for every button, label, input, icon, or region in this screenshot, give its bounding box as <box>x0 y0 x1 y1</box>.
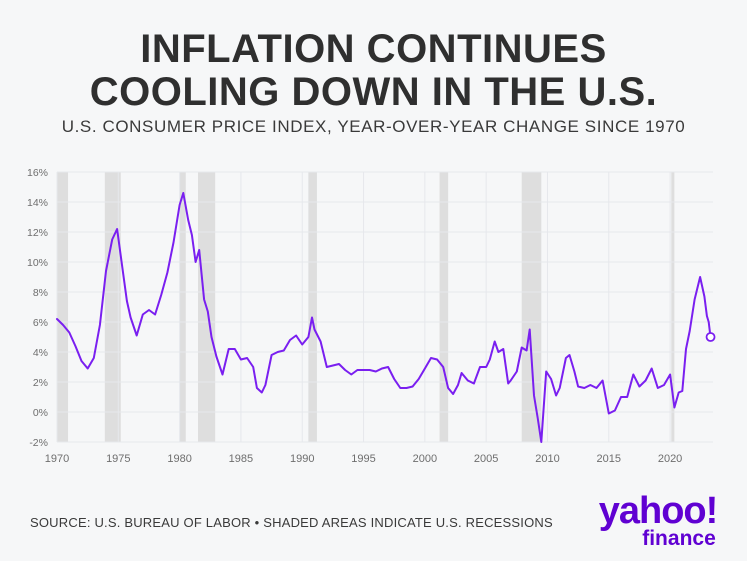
y-tick-label: -2% <box>29 437 48 449</box>
y-tick-label: 6% <box>33 317 48 329</box>
x-tick-label: 1970 <box>45 453 69 465</box>
y-tick-label: 14% <box>27 197 48 209</box>
x-tick-label: 1985 <box>229 453 253 465</box>
x-tick-label: 1990 <box>290 453 314 465</box>
recession-band <box>179 172 186 442</box>
x-tick-label: 1995 <box>351 453 375 465</box>
x-tick-label: 1980 <box>167 453 191 465</box>
x-tick-label: 2000 <box>413 453 437 465</box>
latest-value-marker <box>705 332 716 342</box>
y-tick-label: 8% <box>33 287 48 299</box>
chart-subtitle: U.S. CONSUMER PRICE INDEX, YEAR-OVER-YEA… <box>61 117 686 136</box>
title-line-2: COOLING DOWN IN THE U.S. <box>89 70 658 114</box>
recession-band <box>439 172 449 442</box>
y-tick-label: 2% <box>33 377 48 389</box>
yahoo-finance-logo: yahoo! finance <box>588 490 728 550</box>
x-tick-label: 1975 <box>106 453 130 465</box>
chart-title: INFLATION CONTINUES COOLING DOWN IN THE … <box>0 28 747 114</box>
y-tick-label: 0% <box>33 407 48 419</box>
x-tick-label: 2005 <box>474 453 498 465</box>
y-tick-label: 4% <box>33 347 48 359</box>
logo-wordmark: yahoo! <box>598 490 719 532</box>
x-tick-label: 2015 <box>597 453 621 465</box>
x-tick-label: 2020 <box>658 453 682 465</box>
cpi-series-line <box>56 192 712 443</box>
y-tick-label: 10% <box>27 257 48 269</box>
x-tick-label: 2010 <box>535 453 559 465</box>
recession-band <box>57 172 69 442</box>
logo-subtext: finance <box>642 527 716 550</box>
recession-band <box>308 172 317 442</box>
recession-band <box>521 172 542 442</box>
source-note: SOURCE: U.S. BUREAU OF LABOR • SHADED AR… <box>30 515 553 530</box>
recession-band <box>671 172 675 442</box>
y-tick-label: 12% <box>27 227 48 239</box>
y-tick-label: 16% <box>27 167 48 179</box>
recession-band <box>104 172 121 442</box>
title-line-1: INFLATION CONTINUES <box>140 27 607 71</box>
